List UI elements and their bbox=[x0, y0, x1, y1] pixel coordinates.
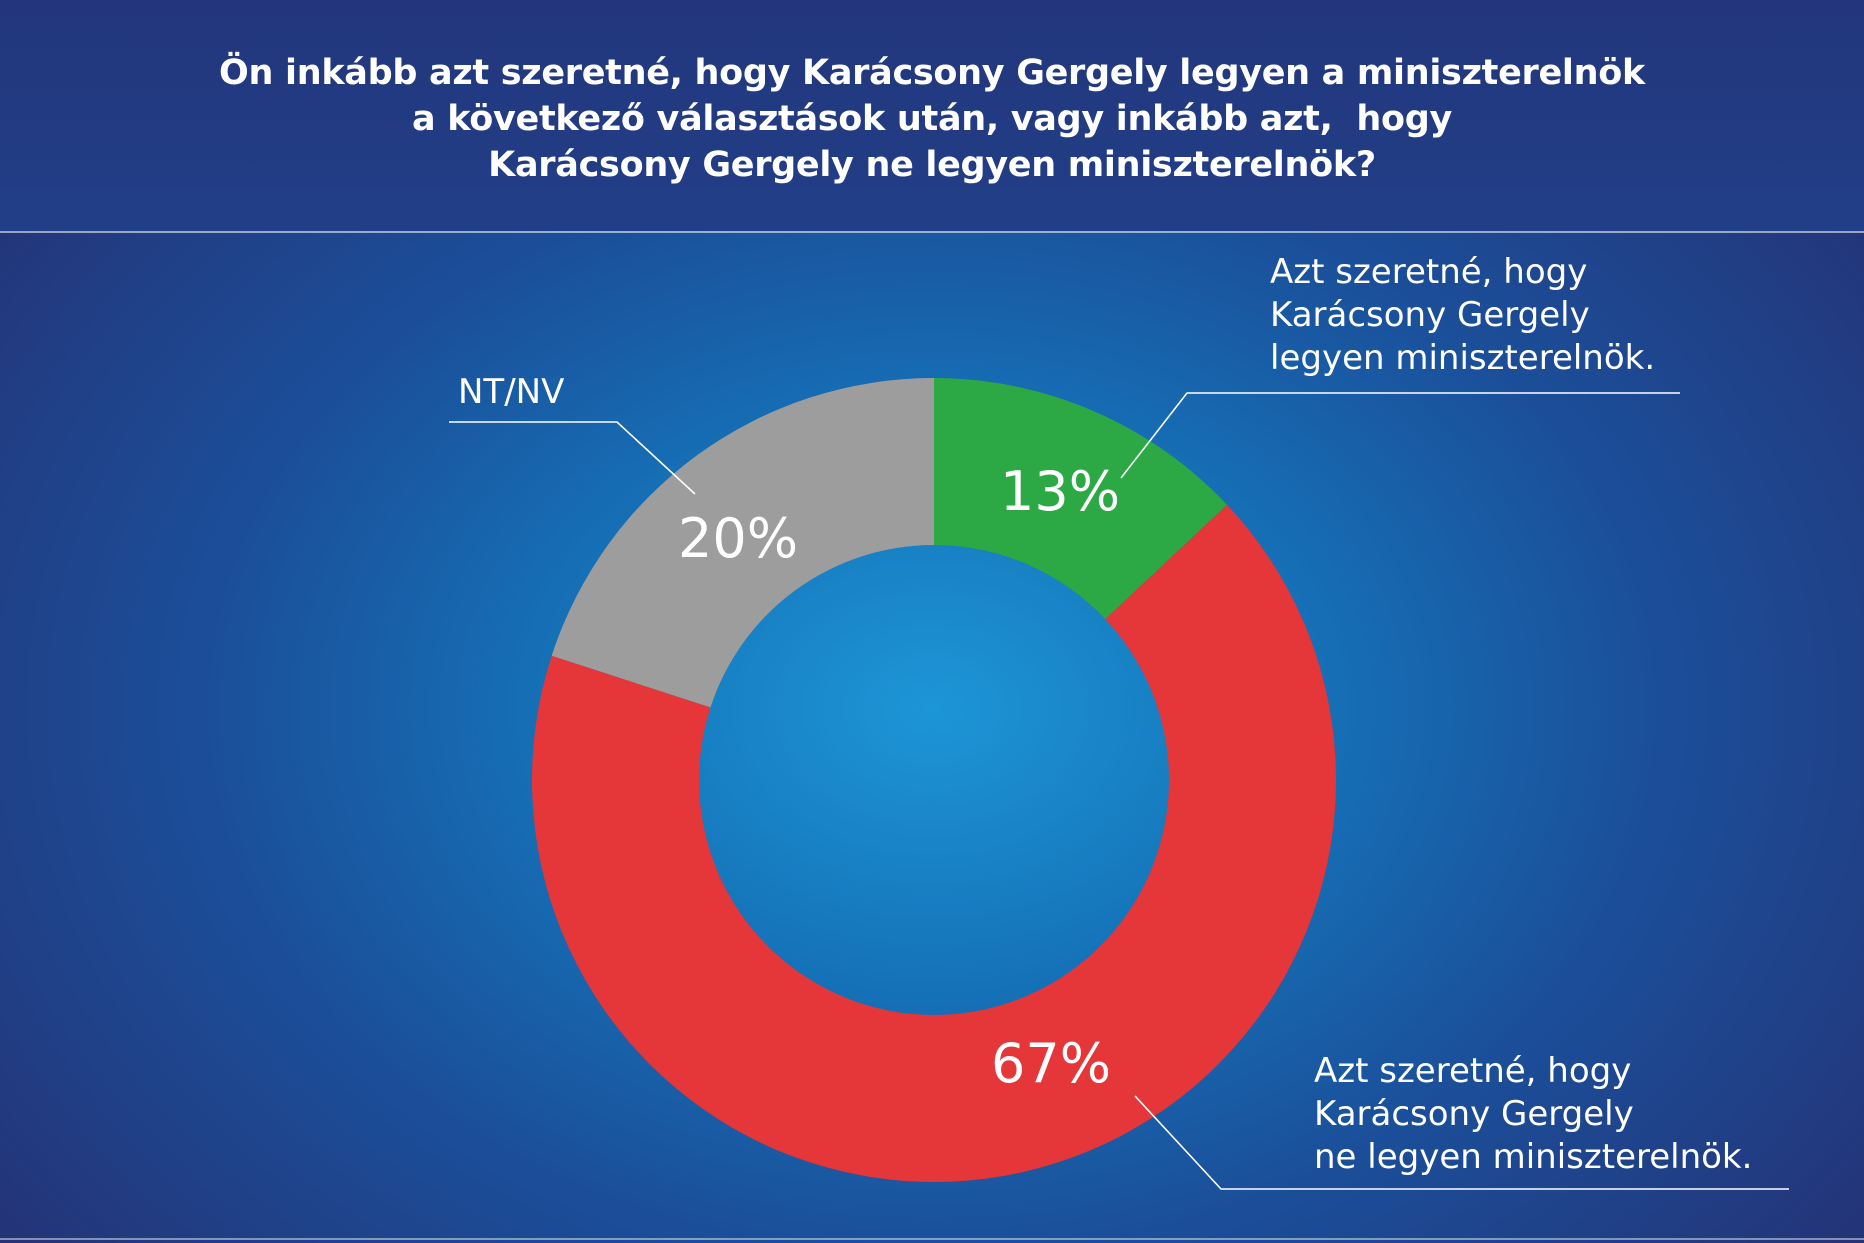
title-line: Ön inkább azt szeretné, hogy Karácsony G… bbox=[219, 53, 1645, 93]
value-label-ne-legyen: 67% bbox=[991, 1032, 1111, 1095]
callout-legyen: Azt szeretné, hogy Karácsony Gergely leg… bbox=[1270, 251, 1655, 380]
callout-ne-legyen: Azt szeretné, hogy Karácsony Gergely ne … bbox=[1314, 1050, 1752, 1179]
callout-nt-nv: NT/NV bbox=[458, 371, 564, 414]
value-label-legyen: 13% bbox=[1000, 460, 1120, 523]
title-line: Karácsony Gergely ne legyen minisztereln… bbox=[488, 145, 1376, 185]
leader-line-nt-nv bbox=[449, 421, 696, 495]
footer-divider bbox=[0, 1238, 1864, 1240]
chart-title: Ön inkább azt szeretné, hogy Karácsony G… bbox=[0, 50, 1864, 188]
slice-nt-nv bbox=[551, 378, 934, 708]
slice-legyen-miniszterelnok bbox=[934, 378, 1228, 620]
slice-ne-legyen-miniszterelnok bbox=[532, 504, 1336, 1183]
callout-line: legyen miniszterelnök. bbox=[1270, 338, 1656, 378]
callout-line: Azt szeretné, hogy bbox=[1314, 1051, 1632, 1091]
callout-line: Azt szeretné, hogy bbox=[1270, 252, 1588, 292]
callout-line: Karácsony Gergely bbox=[1270, 295, 1590, 335]
callout-line: ne legyen miniszterelnök. bbox=[1314, 1137, 1753, 1177]
callout-line: Karácsony Gergely bbox=[1314, 1094, 1634, 1134]
leader-line-legyen bbox=[1120, 392, 1680, 479]
title-line: a következő választások után, vagy inkáb… bbox=[412, 99, 1452, 139]
callout-line: NT/NV bbox=[458, 372, 565, 412]
value-label-nt-nv: 20% bbox=[678, 507, 798, 570]
header-band: Ön inkább azt szeretné, hogy Karácsony G… bbox=[0, 0, 1864, 231]
leader-line-ne-legyen bbox=[1134, 1095, 1789, 1190]
header-divider bbox=[0, 231, 1864, 233]
